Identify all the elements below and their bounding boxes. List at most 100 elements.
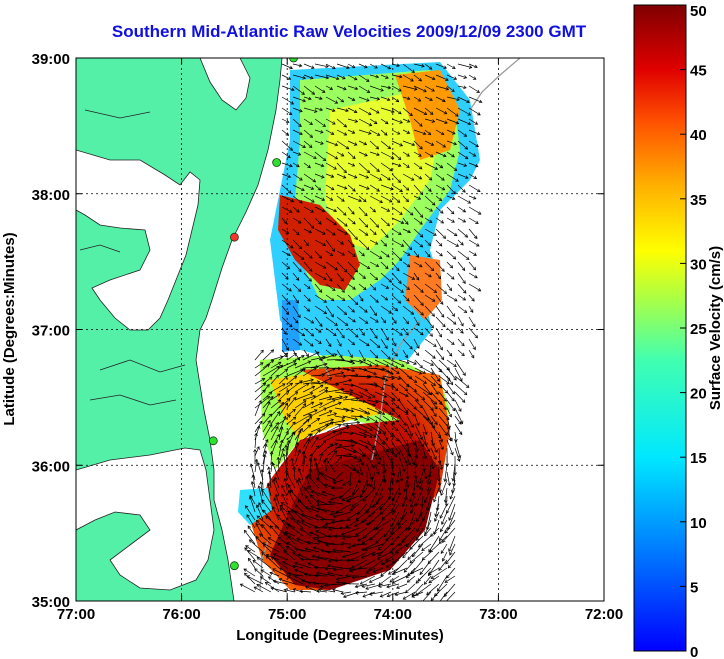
- velocity-arrow-head: [412, 441, 416, 446]
- velocity-arrow: [457, 283, 467, 294]
- velocity-arrow: [240, 583, 256, 593]
- velocity-arrow: [414, 431, 424, 447]
- velocity-arrow: [402, 305, 414, 315]
- velocity-arrow: [424, 305, 435, 317]
- velocity-arrow-head: [354, 301, 359, 306]
- velocity-arrow-head: [442, 98, 446, 103]
- velocity-arrow-head: [364, 547, 368, 551]
- velocity-arrow: [310, 506, 328, 513]
- velocity-arrow-head: [430, 154, 434, 158]
- velocity-arrow-head: [316, 555, 320, 559]
- velocity-arrow: [262, 444, 267, 457]
- velocity-arrow-head: [442, 144, 447, 148]
- velocity-arrow-head: [401, 539, 406, 543]
- velocity-arrow-head: [315, 535, 320, 540]
- velocity-arrow-head: [368, 592, 373, 596]
- velocity-arrow: [444, 519, 456, 534]
- velocity-arrow-head: [374, 335, 378, 339]
- velocity-arrow: [366, 407, 381, 414]
- velocity-arrow: [424, 338, 437, 347]
- velocity-arrow: [398, 415, 407, 426]
- velocity-arrow: [382, 407, 392, 415]
- velocity-arrow: [281, 96, 294, 105]
- velocity-arrow: [292, 85, 305, 95]
- velocity-arrow: [358, 471, 361, 484]
- velocity-arrow-head: [300, 557, 304, 562]
- velocity-arrow: [260, 576, 272, 585]
- velocity-arrow-head: [266, 383, 270, 388]
- velocity-arrow-head: [352, 188, 356, 192]
- velocity-arrow: [358, 63, 368, 68]
- velocity-arrow: [435, 162, 443, 169]
- velocity-arrow: [358, 250, 365, 257]
- velocity-arrow: [369, 228, 377, 235]
- velocity-arrow-head: [306, 419, 310, 423]
- velocity-arrow-head: [297, 499, 302, 503]
- velocity-arrow-head: [293, 575, 298, 579]
- velocity-arrow: [446, 228, 458, 236]
- velocity-arrow: [347, 151, 356, 159]
- velocity-arrow: [438, 447, 441, 464]
- velocity-arrow: [397, 511, 408, 526]
- velocity-arrow: [325, 206, 337, 212]
- velocity-arrow: [358, 447, 366, 457]
- velocity-arrow-head: [266, 482, 271, 487]
- velocity-arrow: [391, 283, 404, 293]
- velocity-arrow: [406, 399, 417, 410]
- velocity-arrow: [334, 359, 353, 362]
- velocity-arrow-head: [472, 346, 476, 351]
- velocity-arrow-head: [395, 437, 399, 442]
- velocity-arrow-head: [354, 584, 359, 589]
- velocity-arrow: [358, 305, 368, 313]
- velocity-arrow-head: [413, 379, 418, 383]
- velocity-arrow: [390, 399, 400, 409]
- velocity-arrow-head: [258, 399, 262, 404]
- velocity-arrow: [369, 63, 378, 69]
- velocity-arrow-head: [433, 413, 437, 417]
- velocity-arrow-head: [401, 363, 405, 367]
- velocity-arrow-head: [294, 391, 299, 395]
- velocity-arrow-head: [385, 285, 390, 289]
- velocity-arrow-head: [292, 421, 296, 426]
- velocity-arrow-head: [374, 65, 378, 69]
- velocity-arrow-head: [463, 133, 468, 137]
- velocity-arrow: [347, 74, 358, 81]
- velocity-arrow-head: [403, 569, 408, 573]
- velocity-arrow-head: [439, 515, 443, 519]
- velocity-arrow: [286, 421, 296, 433]
- velocity-arrow: [283, 453, 288, 473]
- velocity-arrow: [418, 535, 432, 548]
- velocity-arrow: [446, 63, 456, 69]
- velocity-arrow: [310, 356, 326, 361]
- velocity-arrow-head: [377, 461, 381, 465]
- velocity-arrow: [424, 250, 431, 258]
- velocity-arrow: [366, 519, 376, 526]
- velocity-arrow: [468, 206, 482, 215]
- velocity-arrow-head: [406, 572, 411, 576]
- velocity-arrow-head: [399, 120, 403, 124]
- velocity-arrow: [382, 439, 394, 454]
- velocity-arrow-head: [431, 298, 436, 302]
- velocity-arrow-head: [420, 443, 424, 448]
- velocity-arrow: [302, 455, 306, 473]
- velocity-arrow: [411, 583, 424, 597]
- velocity-arrow-head: [434, 518, 438, 522]
- velocity-arrow: [314, 228, 326, 235]
- velocity-arrow-head: [440, 528, 444, 533]
- velocity-arrow: [279, 505, 288, 513]
- velocity-arrow-head: [345, 145, 350, 150]
- velocity-arrow: [386, 583, 400, 588]
- velocity-arrow-head: [440, 220, 445, 224]
- velocity-arrow: [336, 129, 347, 136]
- velocity-arrow-head: [434, 421, 438, 426]
- velocity-arrow-head: [267, 537, 272, 541]
- velocity-arrow-head: [343, 123, 348, 128]
- velocity-arrow: [424, 217, 433, 223]
- velocity-arrow: [281, 485, 288, 497]
- velocity-arrow-head: [267, 420, 271, 424]
- velocity-arrow: [380, 206, 390, 212]
- velocity-arrow-head: [348, 378, 353, 383]
- velocity-arrow-head: [278, 537, 282, 541]
- velocity-arrow: [278, 414, 291, 425]
- velocity-arrow-head: [406, 298, 410, 302]
